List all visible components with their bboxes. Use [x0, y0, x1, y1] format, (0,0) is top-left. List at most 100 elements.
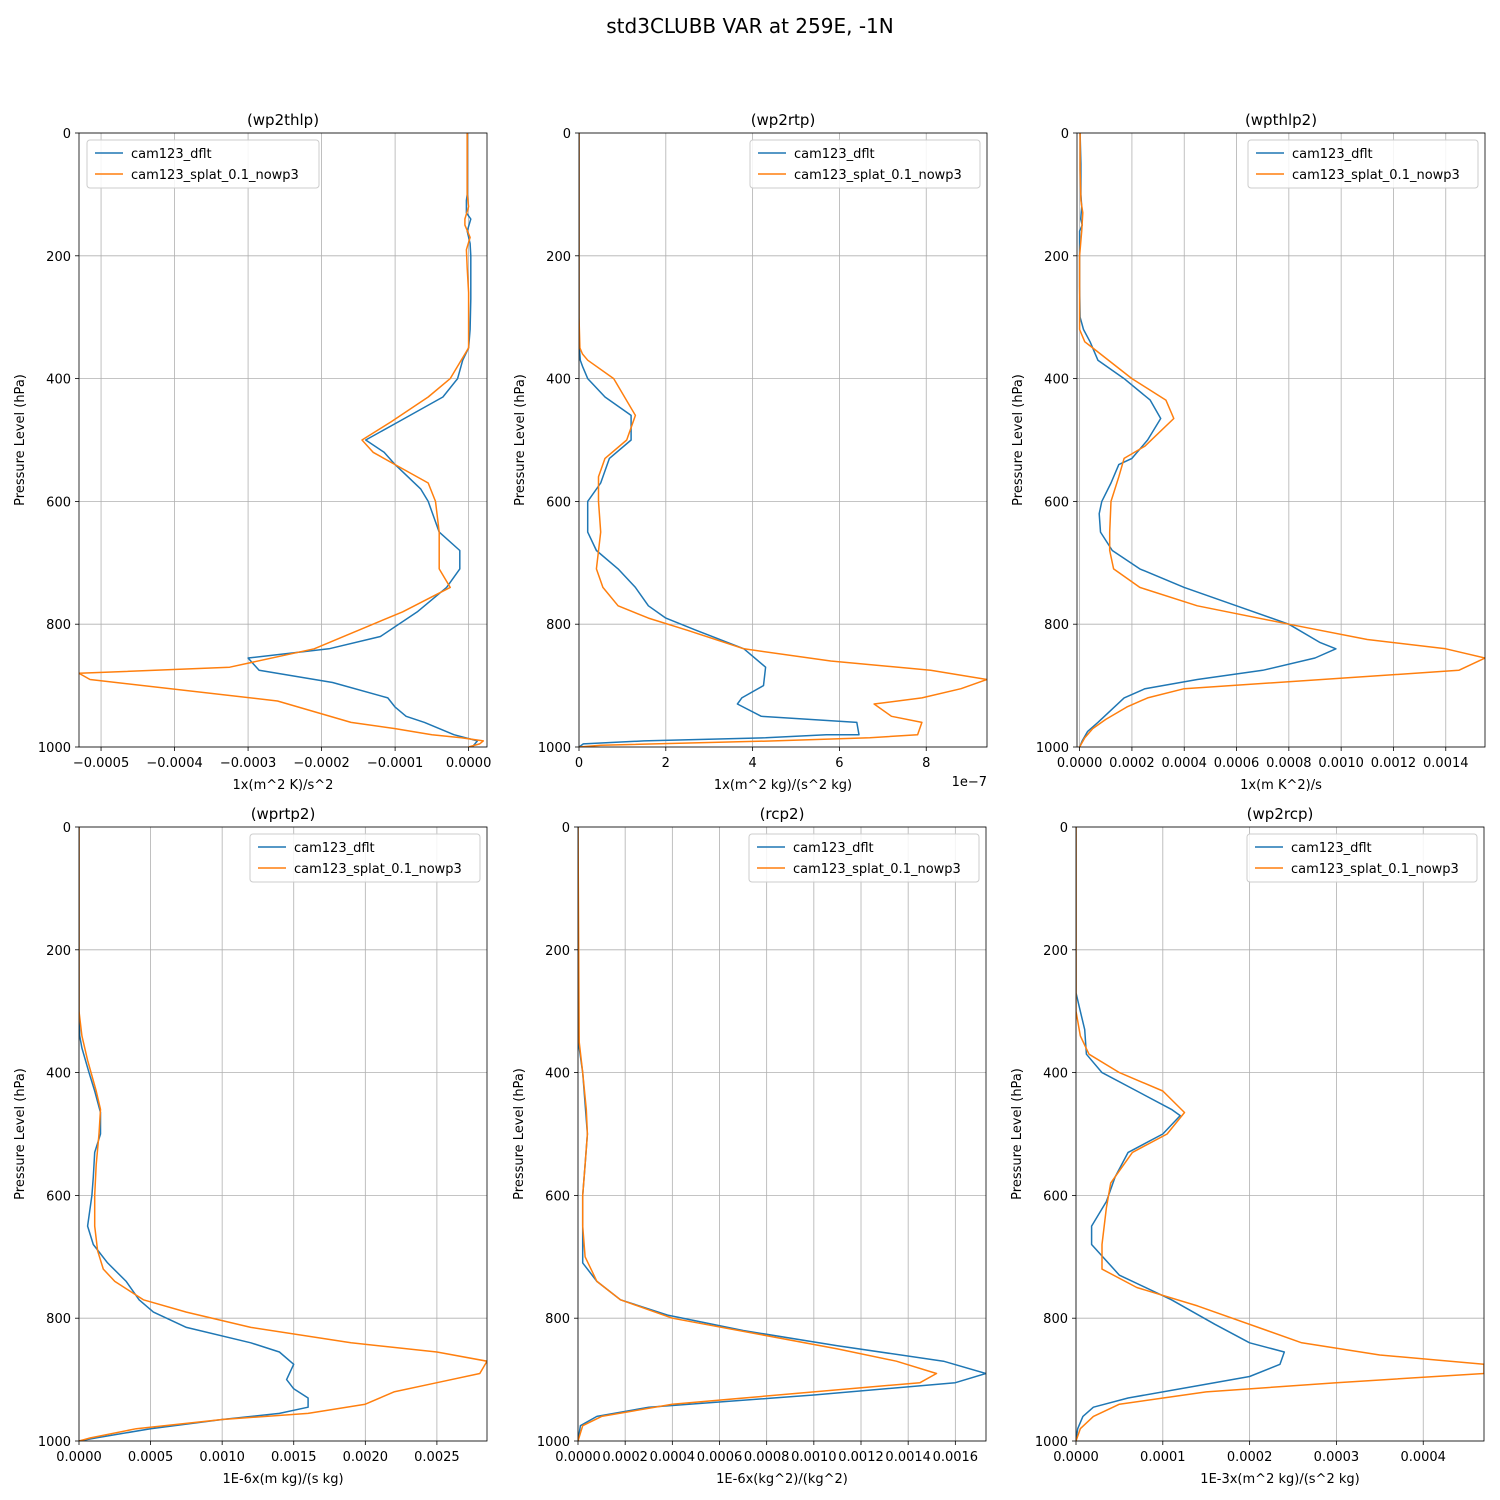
- legend-label: cam123_dflt: [794, 147, 875, 162]
- y-tick-label: 200: [46, 250, 71, 265]
- y-tick-label: 800: [1044, 618, 1069, 633]
- series-line-dflt: [1078, 133, 1337, 747]
- subplot-4: 0.0000 0.0005 0.0010 0.0015 0.0020 0.0025 0 200…: [13, 805, 488, 1487]
- y-tick-label: 1000: [38, 741, 71, 756]
- plot-area: [79, 133, 487, 747]
- x-tick-label: 0.0006: [1214, 756, 1260, 771]
- x-tick-label: −0.0001: [367, 756, 423, 771]
- x-tick-label: 0.0010: [791, 1450, 837, 1465]
- plot-area: [79, 827, 487, 1441]
- y-tick-label: 600: [545, 1189, 570, 1204]
- legend-label: cam123_splat_0.1_nowp3: [1291, 862, 1459, 877]
- x-tick-label: 0.0000: [555, 1450, 601, 1465]
- y-tick-label: 1000: [537, 1435, 570, 1450]
- legend: cam123_dflt cam123_splat_0.1_nowp3: [749, 139, 981, 189]
- x-tick-label: 0.0000: [1053, 1450, 1099, 1465]
- y-axis-label: Pressure Level (hPa): [1011, 374, 1026, 506]
- y-tick-label: 0: [63, 127, 71, 142]
- y-axis-label: Pressure Level (hPa): [512, 1068, 527, 1200]
- legend-box: [748, 833, 980, 883]
- legend-label: cam123_dflt: [793, 841, 874, 856]
- subplot-title: (wpthlp2): [1245, 111, 1317, 129]
- x-tick-label: 0.0012: [1371, 756, 1417, 771]
- legend: cam123_dflt cam123_splat_0.1_nowp3: [1247, 139, 1479, 189]
- x-tick-label: 0.0012: [838, 1450, 884, 1465]
- plot-area: [578, 827, 986, 1441]
- x-tick-label: 0.0000: [1057, 756, 1103, 771]
- x-tick-label: 4: [748, 756, 756, 771]
- x-tick-label: 0.0025: [414, 1450, 460, 1465]
- legend-label: cam123_splat_0.1_nowp3: [1292, 168, 1460, 183]
- y-tick-label: 200: [545, 944, 570, 959]
- plot-area: [579, 133, 987, 747]
- x-tick-label: 0.0001: [1140, 1450, 1186, 1465]
- subplot-title: (rcp2): [760, 805, 805, 823]
- x-tick-label: 0.0008: [744, 1450, 790, 1465]
- y-tick-label: 400: [46, 373, 71, 388]
- x-offset-label: 1e−7: [952, 775, 987, 790]
- plot-area: [1077, 133, 1485, 747]
- legend-label: cam123_dflt: [1292, 147, 1373, 162]
- subplot-title: (wp2thlp): [247, 111, 319, 129]
- legend: cam123_dflt cam123_splat_0.1_nowp3: [249, 833, 481, 883]
- legend: cam123_dflt cam123_splat_0.1_nowp3: [86, 139, 320, 189]
- x-tick-label: 0.0003: [1314, 1450, 1360, 1465]
- x-tick-label: 8: [922, 756, 930, 771]
- legend-box: [249, 833, 481, 883]
- x-tick-label: 2: [662, 756, 670, 771]
- x-axis-label: 1E-6x(kg^2)/(kg^2): [716, 1472, 848, 1487]
- subplot-3: 0.0000 0.0002 0.0004 0.0006 0.0008 0.0010 0.00…: [1011, 111, 1486, 793]
- subplot-title: (wprtp2): [251, 805, 316, 823]
- x-tick-label: −0.0004: [146, 756, 202, 771]
- x-tick-label: 0.0020: [343, 1450, 389, 1465]
- y-tick-label: 0: [1060, 821, 1068, 836]
- y-axis-label: Pressure Level (hPa): [13, 1068, 28, 1200]
- y-tick-label: 800: [1043, 1312, 1068, 1327]
- y-tick-label: 0: [1061, 127, 1069, 142]
- legend-box: [749, 139, 981, 189]
- legend-label: cam123_dflt: [294, 841, 375, 856]
- y-tick-label: 800: [46, 1312, 71, 1327]
- y-tick-label: 600: [46, 495, 71, 510]
- y-tick-label: 1000: [1036, 741, 1069, 756]
- x-tick-label: 0.0002: [602, 1450, 648, 1465]
- axes-frame: [78, 132, 488, 748]
- x-tick-label: 0.0000: [56, 1450, 102, 1465]
- subplot-1: −0.0005 −0.0004 −0.0003 −0.0002 −0.0001 0.000…: [13, 111, 491, 793]
- y-tick-label: 200: [1043, 944, 1068, 959]
- series-line-splat: [579, 133, 987, 747]
- x-tick-label: 0.0002: [1227, 1450, 1273, 1465]
- legend-label: cam123_splat_0.1_nowp3: [131, 168, 299, 183]
- subplot-title: (wp2rtp): [751, 111, 816, 129]
- axes-frame: [1075, 826, 1485, 1442]
- legend-label: cam123_dflt: [131, 147, 212, 162]
- y-tick-label: 1000: [1035, 1435, 1068, 1450]
- series-line-splat: [1076, 827, 1484, 1441]
- series-line-dflt: [79, 827, 309, 1441]
- legend: cam123_dflt cam123_splat_0.1_nowp3: [1246, 833, 1478, 883]
- y-tick-label: 400: [546, 373, 571, 388]
- legend-box: [86, 139, 320, 189]
- x-tick-label: 0.0008: [1266, 756, 1312, 771]
- x-tick-label: 0.0000: [446, 756, 492, 771]
- y-axis-label: Pressure Level (hPa): [1010, 1068, 1025, 1200]
- series-line-splat: [79, 827, 487, 1441]
- y-tick-label: 200: [46, 944, 71, 959]
- legend-label: cam123_splat_0.1_nowp3: [793, 862, 961, 877]
- x-tick-label: 0.0015: [271, 1450, 317, 1465]
- x-tick-label: 0.0010: [199, 1450, 245, 1465]
- series-line-dflt: [1076, 827, 1286, 1441]
- y-tick-label: 400: [1044, 373, 1069, 388]
- legend-label: cam123_dflt: [1291, 841, 1372, 856]
- x-tick-label: 0.0004: [1400, 1450, 1446, 1465]
- y-axis-label: Pressure Level (hPa): [513, 374, 528, 506]
- series-line-splat: [578, 827, 938, 1441]
- subplot-2: 0 2 4 6 8 0 200 400 600 800 1000 1e−7 (wp2rtp) 1x(m^2…: [513, 111, 988, 793]
- y-tick-label: 600: [546, 495, 571, 510]
- x-tick-label: 0.0016: [933, 1450, 979, 1465]
- y-tick-label: 200: [1044, 250, 1069, 265]
- y-tick-label: 0: [63, 821, 71, 836]
- x-tick-label: 0.0010: [1318, 756, 1364, 771]
- subplot-6: 0.0000 0.0001 0.0002 0.0003 0.0004 0 200 400 600…: [1010, 805, 1485, 1487]
